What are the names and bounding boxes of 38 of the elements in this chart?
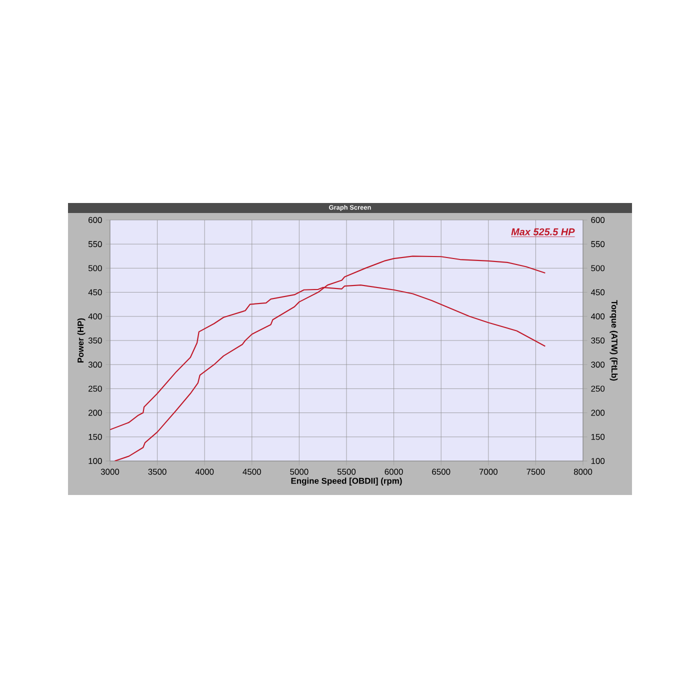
x-tick-label: 7500 [526, 468, 545, 475]
y-tick-label: 200 [88, 410, 102, 416]
y2-tick-label: 450 [590, 289, 605, 296]
x-tick-label: 6500 [432, 468, 450, 475]
x-tick-label: 3500 [148, 468, 166, 475]
line-series [114, 256, 546, 461]
y2-tick-label: 500 [591, 265, 605, 272]
x-tick-label: 7000 [479, 468, 498, 475]
x-tick-label: 8000 [574, 468, 592, 475]
y-tick-label: 500 [88, 265, 102, 272]
x-tick-label: 5000 [290, 468, 308, 475]
y2-tick-label: 300 [591, 362, 605, 368]
y-tick-label: 350 [88, 338, 102, 344]
y-tick-label: 300 [88, 362, 102, 368]
x-axis-title: Engine Speed [OBDII] (rpm) [291, 478, 402, 486]
y-tick-label: 400 [88, 313, 102, 320]
y2-tick-label: 400 [590, 313, 605, 320]
y2-tick-label: 200 [591, 410, 605, 416]
x-tick-label: 5500 [337, 468, 356, 475]
x-tick-label: 4500 [242, 468, 261, 475]
x-tick-label: 6000 [384, 468, 403, 475]
y2-tick-label: 600 [591, 217, 605, 223]
y-tick-label: 100 [88, 458, 102, 464]
y2-tick-label: 250 [591, 386, 605, 392]
y-axis-title: Power (HP) [77, 318, 86, 363]
x-tick-label: 3000 [100, 468, 120, 475]
annotation: Max 525.5 HP [511, 228, 575, 236]
x-tick-label: 4000 [195, 468, 214, 475]
y-tick-label: 250 [88, 386, 102, 392]
y2-tick-label: 350 [591, 338, 605, 344]
y-tick-label: 150 [88, 434, 102, 440]
y-tick-label: 600 [88, 217, 102, 223]
y2-tick-label: 100 [591, 458, 605, 464]
y2-axis-title: Torque (ATW) (FtLb) [610, 300, 618, 381]
y-tick-label: 450 [88, 289, 102, 296]
y2-tick-label: 550 [591, 241, 605, 248]
y-tick-label: 550 [88, 241, 102, 248]
y2-tick-label: 150 [591, 434, 605, 440]
